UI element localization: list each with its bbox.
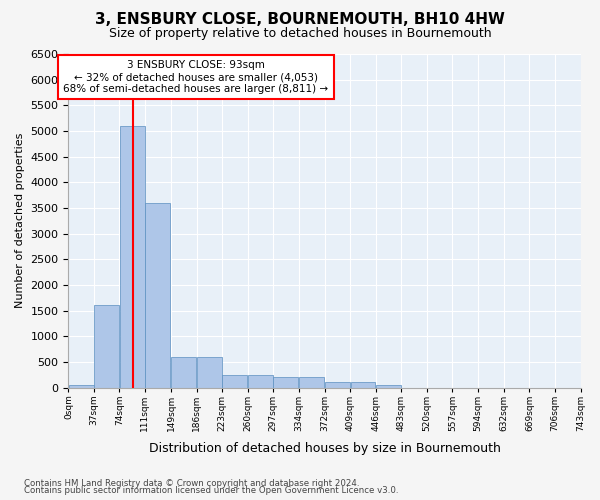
X-axis label: Distribution of detached houses by size in Bournemouth: Distribution of detached houses by size … (149, 442, 500, 455)
Bar (172, 357, 196, 388)
Text: Contains public sector information licensed under the Open Government Licence v3: Contains public sector information licen… (24, 486, 398, 495)
Bar (299, 378, 324, 388)
Text: 3, ENSBURY CLOSE, BOURNEMOUTH, BH10 4HW: 3, ENSBURY CLOSE, BOURNEMOUTH, BH10 4HW (95, 12, 505, 28)
Bar (350, 382, 376, 388)
Bar (248, 374, 273, 388)
Bar (197, 357, 222, 388)
Bar (145, 203, 170, 388)
Y-axis label: Number of detached properties: Number of detached properties (15, 133, 25, 308)
Text: 3 ENSBURY CLOSE: 93sqm
← 32% of detached houses are smaller (4,053)
68% of semi-: 3 ENSBURY CLOSE: 93sqm ← 32% of detached… (64, 60, 328, 94)
Bar (325, 382, 350, 388)
Bar (274, 378, 298, 388)
Bar (94, 306, 119, 388)
Bar (69, 385, 94, 388)
Text: Contains HM Land Registry data © Crown copyright and database right 2024.: Contains HM Land Registry data © Crown c… (24, 478, 359, 488)
Text: Size of property relative to detached houses in Bournemouth: Size of property relative to detached ho… (109, 28, 491, 40)
Bar (120, 126, 145, 388)
Bar (376, 385, 401, 388)
Bar (223, 374, 247, 388)
